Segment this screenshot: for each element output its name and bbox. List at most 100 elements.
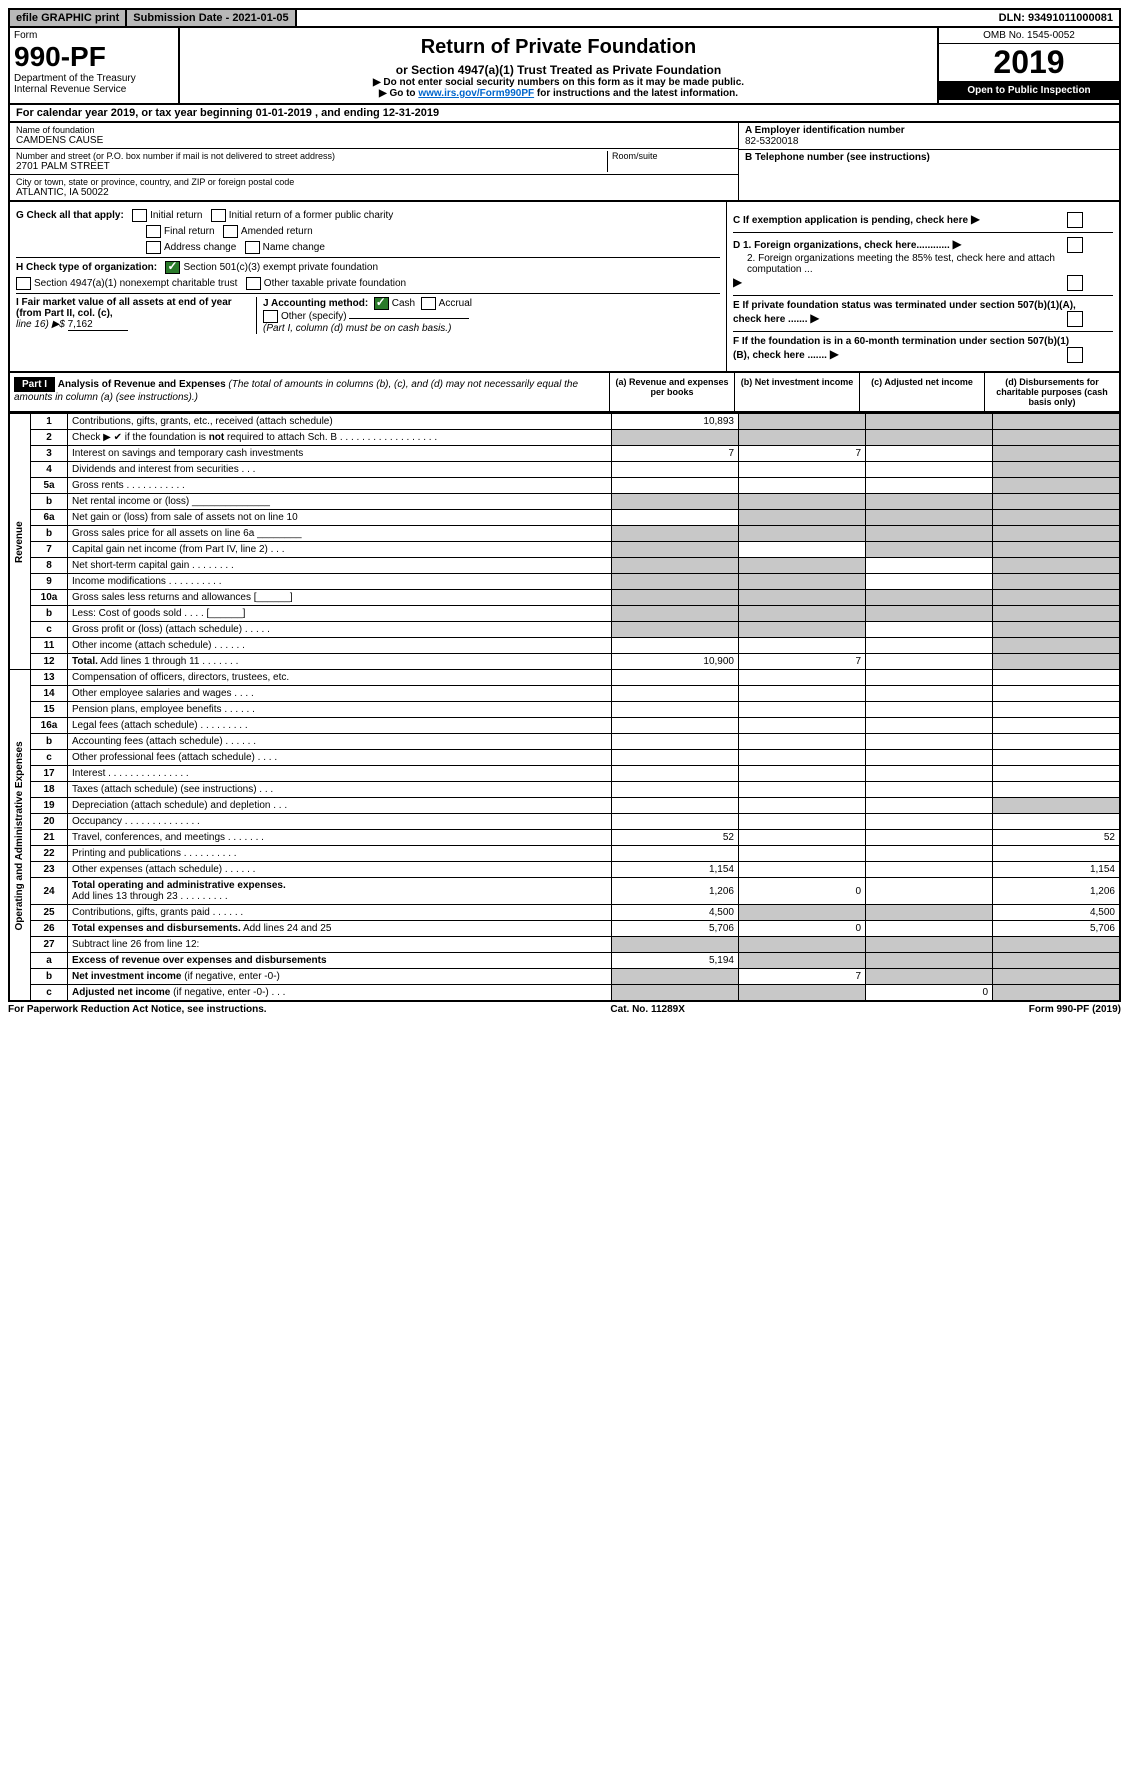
line-number: b	[31, 969, 68, 985]
amount-cell	[993, 558, 1121, 574]
ein-label: A Employer identification number	[745, 125, 1113, 136]
room-label: Room/suite	[612, 151, 732, 161]
amount-cell	[612, 734, 739, 750]
amount-cell	[866, 969, 993, 985]
opt-accrual: Accrual	[439, 298, 472, 309]
chk-initial-former[interactable]	[211, 209, 226, 222]
irs: Internal Revenue Service	[14, 84, 174, 95]
table-row: 2Check ▶ ✔ if the foundation is not requ…	[9, 430, 1120, 446]
chk-accrual[interactable]	[421, 297, 436, 310]
chk-initial-return[interactable]	[132, 209, 147, 222]
table-row: bNet rental income or (loss) ___________…	[9, 494, 1120, 510]
line-description: Gross sales price for all assets on line…	[68, 526, 612, 542]
table-row: Operating and Administrative Expenses13C…	[9, 670, 1120, 686]
amount-cell: 7	[739, 654, 866, 670]
amount-cell	[993, 686, 1121, 702]
line-number: 2	[31, 430, 68, 446]
amount-cell	[866, 702, 993, 718]
line-description: Other employee salaries and wages . . . …	[68, 686, 612, 702]
amount-cell	[993, 846, 1121, 862]
amount-cell	[612, 590, 739, 606]
city-state-zip: ATLANTIC, IA 50022	[16, 187, 732, 198]
amount-cell	[612, 985, 739, 1002]
line-description: Interest on savings and temporary cash i…	[68, 446, 612, 462]
line-description: Adjusted net income (if negative, enter …	[68, 985, 612, 1002]
table-row: 16aLegal fees (attach schedule) . . . . …	[9, 718, 1120, 734]
amount-cell	[612, 969, 739, 985]
amount-cell: 1,206	[993, 878, 1121, 905]
amount-cell	[866, 814, 993, 830]
amount-cell: 52	[993, 830, 1121, 846]
table-row: bNet investment income (if negative, ent…	[9, 969, 1120, 985]
amount-cell	[739, 622, 866, 638]
chk-other-taxable[interactable]	[246, 277, 261, 290]
amount-cell	[993, 782, 1121, 798]
table-row: 14Other employee salaries and wages . . …	[9, 686, 1120, 702]
table-row: 17Interest . . . . . . . . . . . . . . .	[9, 766, 1120, 782]
line-number: 20	[31, 814, 68, 830]
chk-address-change[interactable]	[146, 241, 161, 254]
amount-cell	[866, 638, 993, 654]
amount-cell	[866, 798, 993, 814]
amount-cell	[866, 937, 993, 953]
form-title: Return of Private Foundation	[184, 36, 933, 59]
table-row: Revenue1Contributions, gifts, grants, et…	[9, 414, 1120, 430]
amount-cell	[866, 542, 993, 558]
amount-cell	[866, 526, 993, 542]
city-label: City or town, state or province, country…	[16, 177, 732, 187]
amount-cell	[612, 798, 739, 814]
chk-amended-return[interactable]	[223, 225, 238, 238]
amount-cell	[612, 558, 739, 574]
efile-label[interactable]: efile GRAPHIC print	[10, 10, 127, 26]
submission-date: Submission Date - 2021-01-05	[127, 10, 296, 26]
line-description: Total. Add lines 1 through 11 . . . . . …	[68, 654, 612, 670]
chk-c[interactable]	[1067, 212, 1083, 228]
line-number: 17	[31, 766, 68, 782]
line-description: Gross rents . . . . . . . . . . .	[68, 478, 612, 494]
opt-other-taxable: Other taxable private foundation	[264, 278, 406, 289]
amount-cell: 1,206	[612, 878, 739, 905]
chk-d2[interactable]	[1067, 275, 1083, 291]
amount-cell	[612, 478, 739, 494]
line-description: Capital gain net income (from Part IV, l…	[68, 542, 612, 558]
amount-cell	[739, 638, 866, 654]
chk-e[interactable]	[1067, 311, 1083, 327]
line-number: 4	[31, 462, 68, 478]
line-number: 13	[31, 670, 68, 686]
chk-name-change[interactable]	[245, 241, 260, 254]
line-number: b	[31, 606, 68, 622]
amount-cell: 0	[739, 921, 866, 937]
amount-cell	[612, 462, 739, 478]
opt-name-change: Name change	[263, 242, 325, 253]
chk-501c3[interactable]	[165, 261, 180, 274]
footer: For Paperwork Reduction Act Notice, see …	[8, 1002, 1121, 1017]
amount-cell	[993, 814, 1121, 830]
line-description: Printing and publications . . . . . . . …	[68, 846, 612, 862]
table-row: cGross profit or (loss) (attach schedule…	[9, 622, 1120, 638]
chk-d1[interactable]	[1067, 237, 1083, 253]
amount-cell	[993, 766, 1121, 782]
opt-addr-change: Address change	[164, 242, 236, 253]
line-description: Other income (attach schedule) . . . . .…	[68, 638, 612, 654]
line-description: Legal fees (attach schedule) . . . . . .…	[68, 718, 612, 734]
chk-final-return[interactable]	[146, 225, 161, 238]
amount-cell: 1,154	[612, 862, 739, 878]
table-row: 5aGross rents . . . . . . . . . . .	[9, 478, 1120, 494]
chk-cash[interactable]	[374, 297, 389, 310]
amount-cell	[612, 766, 739, 782]
chk-other-method[interactable]	[263, 310, 278, 323]
inst2-post: for instructions and the latest informat…	[534, 88, 738, 99]
amount-cell	[739, 830, 866, 846]
amount-cell: 10,900	[612, 654, 739, 670]
amount-cell	[993, 654, 1121, 670]
chk-f[interactable]	[1067, 347, 1083, 363]
amount-cell	[739, 718, 866, 734]
irs-link[interactable]: www.irs.gov/Form990PF	[418, 88, 534, 99]
amount-cell	[993, 985, 1121, 1002]
amount-cell	[993, 798, 1121, 814]
line-number: b	[31, 526, 68, 542]
opt-final: Final return	[164, 226, 215, 237]
chk-4947[interactable]	[16, 277, 31, 290]
table-row: 15Pension plans, employee benefits . . .…	[9, 702, 1120, 718]
line-number: 21	[31, 830, 68, 846]
